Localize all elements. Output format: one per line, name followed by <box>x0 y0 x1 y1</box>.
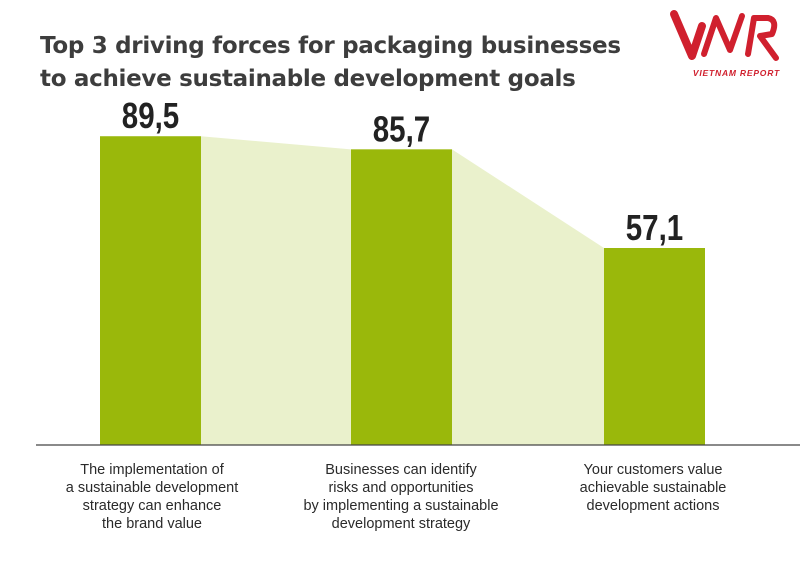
value-label-1: 89,5 <box>122 95 179 135</box>
value-label-2: 85,7 <box>373 109 430 149</box>
logo-v-shape <box>670 10 706 60</box>
category-label-2: Businesses can identify risks and opport… <box>303 462 499 532</box>
logo-subtitle: VIETNAM REPORT <box>693 68 780 78</box>
bar-3 <box>604 248 705 445</box>
connector-band-1 <box>201 136 351 445</box>
category-label-3: Your customers value achievable sustaina… <box>579 462 727 514</box>
connector-band-2 <box>452 149 604 445</box>
page-title: Top 3 driving forces for packaging busin… <box>40 30 660 96</box>
bars <box>100 136 705 445</box>
value-label-3: 57,1 <box>626 207 683 247</box>
bar-1 <box>100 136 201 445</box>
vietnam-report-logo: VIETNAM REPORT <box>670 10 780 78</box>
category-label-1: The implementation of a sustainable deve… <box>65 462 239 532</box>
bar-2 <box>351 149 452 445</box>
title-line-1: Top 3 driving forces for packaging busin… <box>40 33 621 59</box>
title-line-2: to achieve sustainable development goals <box>40 66 576 92</box>
value-labels: 89,5 85,7 57,1 <box>122 95 683 247</box>
logo-n-shape <box>701 13 745 57</box>
connector-bands <box>201 136 604 445</box>
logo-r-shape <box>745 15 779 61</box>
